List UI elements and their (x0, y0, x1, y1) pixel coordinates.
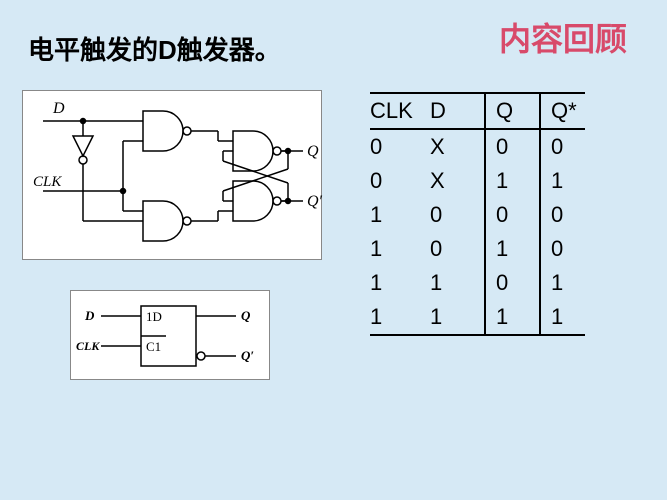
table-cell: 1 (430, 300, 485, 335)
table-header-row: CLK D Q Q* (370, 93, 585, 129)
sym-clk: CLK (76, 339, 100, 353)
col-d: D (430, 93, 485, 129)
table-body: 0X000X111000101011011111 (370, 129, 585, 335)
col-q: Q (485, 93, 540, 129)
table-cell: 0 (430, 198, 485, 232)
table-cell: 0 (540, 232, 585, 266)
label-qbar: Q′ (307, 193, 323, 210)
circuit-diagram: D CLK Q Q′ (22, 90, 322, 260)
table-cell: X (430, 129, 485, 164)
sym-1d: 1D (146, 309, 162, 324)
table-cell: 0 (485, 129, 540, 164)
table-cell: 1 (485, 232, 540, 266)
table-cell: X (430, 164, 485, 198)
table-row: 1000 (370, 198, 585, 232)
table-cell: 1 (370, 266, 430, 300)
sym-qbar: Q′ (241, 348, 254, 363)
table-cell: 1 (485, 300, 540, 335)
table-cell: 0 (485, 266, 540, 300)
sym-d: D (84, 308, 95, 323)
sym-c1: C1 (146, 339, 161, 354)
table-cell: 0 (540, 129, 585, 164)
table-cell: 1 (540, 266, 585, 300)
col-clk: CLK (370, 93, 430, 129)
page-title: 电平触发的D触发器。 (28, 30, 281, 67)
table-cell: 1 (485, 164, 540, 198)
table-cell: 0 (430, 232, 485, 266)
truth-table: CLK D Q Q* 0X000X111000101011011111 (370, 92, 585, 336)
table-cell: 0 (370, 164, 430, 198)
table-row: 1111 (370, 300, 585, 335)
table-row: 0X00 (370, 129, 585, 164)
label-clk: CLK (33, 174, 62, 190)
label-q: Q (307, 143, 319, 160)
review-heading: 内容回顾 (499, 14, 627, 60)
table-cell: 0 (370, 129, 430, 164)
table-cell: 1 (430, 266, 485, 300)
col-qstar: Q* (540, 93, 585, 129)
table-row: 0X11 (370, 164, 585, 198)
symbol-diagram: D CLK 1D C1 Q Q′ (70, 290, 270, 380)
table-cell: 1 (540, 164, 585, 198)
label-d: D (52, 100, 65, 117)
table-row: 1101 (370, 266, 585, 300)
table-cell: 1 (370, 300, 430, 335)
table-row: 1010 (370, 232, 585, 266)
sym-q: Q (241, 308, 251, 323)
table-cell: 0 (485, 198, 540, 232)
table-cell: 1 (370, 232, 430, 266)
table-cell: 0 (540, 198, 585, 232)
table-cell: 1 (540, 300, 585, 335)
table-cell: 1 (370, 198, 430, 232)
